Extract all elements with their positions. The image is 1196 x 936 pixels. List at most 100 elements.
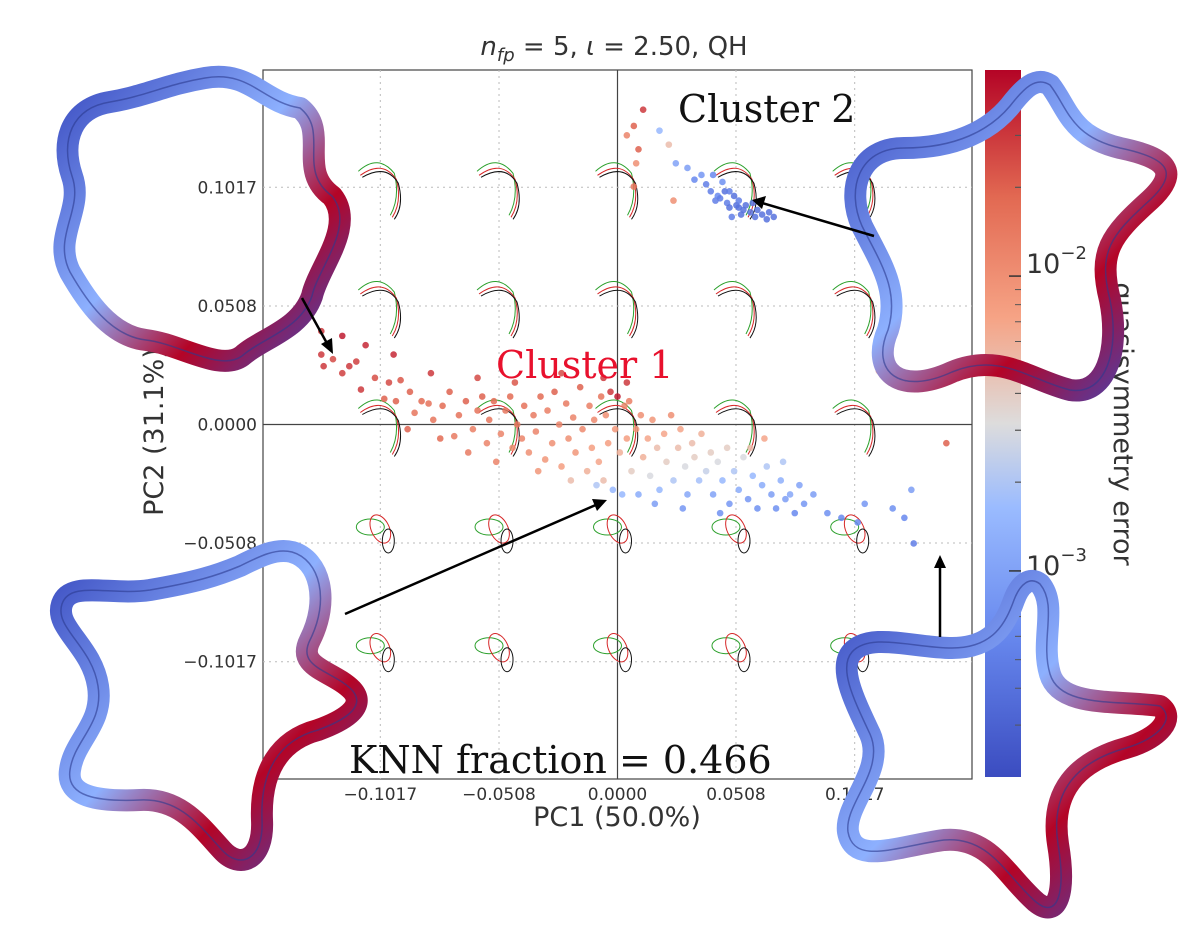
scatter-point [754,206,761,214]
scatter-point [908,486,915,494]
inset-curve-black [599,289,639,339]
scatter-point [600,374,607,382]
scatter-point [889,505,897,512]
scatter-point [474,374,481,382]
scatter-point [702,467,710,475]
scatter-point [462,397,470,405]
scatter-point [684,491,691,498]
scatter-point [345,362,353,370]
scatter-point [623,435,631,442]
scatter-point [630,122,638,130]
scatter-point [765,208,773,216]
scatter-point [604,439,612,447]
scatter-point [707,449,715,456]
inset-curve-black [737,647,751,673]
scatter-point [502,407,509,414]
inset-curve-red [715,405,755,455]
inset-curve-red [606,514,629,544]
y-axis-label: PC2 (31.1%) [139,348,170,516]
arrow-bottom-right-head [934,555,946,568]
scatter-point [747,208,754,216]
scatter-point [490,397,498,405]
scatter-point [698,430,705,438]
scatter-point [625,397,633,405]
scatter-point [621,402,628,410]
scatter-point [768,491,775,498]
scatter-point [758,481,766,489]
inset-cross-section [476,281,520,339]
inset-curve-black [362,289,402,339]
scatter-point [483,439,491,447]
scatter-point [628,467,635,475]
scatter-point [427,369,435,377]
scatter-point [910,540,917,547]
scatter-point [530,411,537,419]
scatter-point [677,425,684,433]
scatter-point [497,430,505,438]
inset-curve-green [713,399,753,453]
scatter-point [338,332,346,340]
scatter-point [586,402,593,410]
scatter-point [371,374,379,382]
scatter-point [532,428,540,435]
scatter-point [854,519,862,526]
inset-curve-red [843,514,866,544]
scatter-point [679,505,687,512]
inset-cross-section [357,399,402,457]
scatter-point [607,388,614,396]
inset-curve-black [480,289,520,339]
inset-cross-section [595,162,639,220]
scatter-point [520,402,528,410]
inset-curve-red [360,405,400,455]
inset-curve-red [606,633,629,663]
scatter-point [492,458,500,466]
scatter-point [548,439,556,447]
scatter-point [791,509,799,517]
scatter-point [740,453,747,461]
inset-curve-red [834,286,874,337]
inset-curve-green [357,162,398,216]
inset-cross-section [711,633,751,673]
scatter-point [810,491,817,498]
inset-curve-red [478,405,518,455]
scatter-point [404,425,411,433]
inset-curve-green [595,162,635,216]
scatter-point [684,164,691,172]
scatter-point [716,194,724,202]
inset-curve-red [478,167,518,218]
scatter-point [730,192,738,200]
x-tick-label: −0.1017 [343,785,417,805]
scatter-point [474,407,481,414]
scatter-point [747,444,754,452]
scatter-point [716,509,724,517]
scatter-point [446,388,453,396]
inset-curve-red [360,167,400,218]
scatter-point [338,369,346,377]
stellarator-ribbon-bottom-right [835,569,1178,919]
scatter-point [509,444,516,452]
inset-curve-green [832,281,872,335]
scatter-point [639,453,647,461]
scatter-point [779,458,787,466]
inset-cross-section [595,399,639,457]
scatter-point [632,159,640,167]
inset-curve-red [488,514,510,544]
scatter-point [513,421,521,428]
scatter-point [735,486,743,494]
inset-curve-black [619,647,632,673]
arrow-top-right [761,201,875,238]
scatter-point [551,388,558,396]
scatter-point [943,439,950,447]
scatter-point [595,458,603,466]
scatter-point [600,477,607,484]
scatter-point [770,213,778,221]
y-tick-label: −0.1017 [183,653,257,673]
annotation-cluster-1: Cluster 1 [496,343,673,387]
inset-cross-section [476,399,520,457]
inset-curve-black [619,528,632,554]
scatter-point [861,500,869,508]
scatter-point [632,425,640,433]
scatter-point [555,421,563,428]
scatter-point [609,486,617,494]
